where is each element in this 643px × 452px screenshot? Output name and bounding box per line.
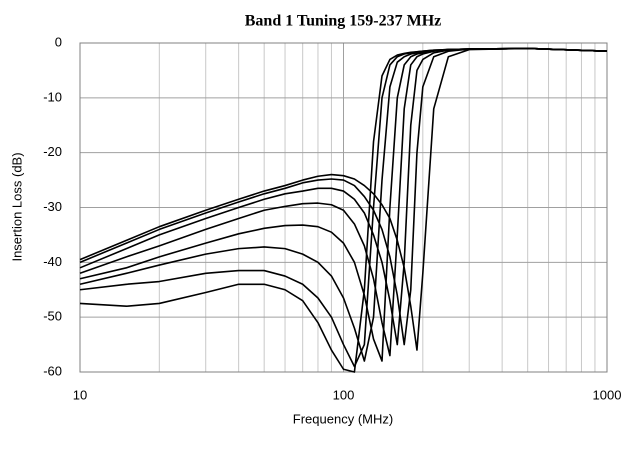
y-tick-label: 0 [55, 34, 62, 49]
chart-title: Band 1 Tuning 159-237 MHz [245, 13, 442, 30]
series-line [79, 47, 608, 351]
x-tick-label: 10 [73, 387, 87, 402]
y-tick-label: -60 [43, 363, 62, 378]
y-tick-label: -30 [43, 199, 62, 214]
y-tick-label: -50 [43, 309, 62, 324]
y-axis-label: Insertion Loss (dB) [9, 152, 24, 261]
x-axis-label: Frequency (MHz) [293, 411, 393, 426]
y-tick-label: -40 [43, 254, 62, 269]
series-line [79, 47, 608, 373]
y-tick-label: -20 [43, 144, 62, 159]
y-tick-label: -10 [43, 89, 62, 104]
x-tick-label: 100 [333, 387, 355, 402]
plot-frame [79, 42, 608, 373]
x-tick-label: 1000 [593, 387, 622, 402]
